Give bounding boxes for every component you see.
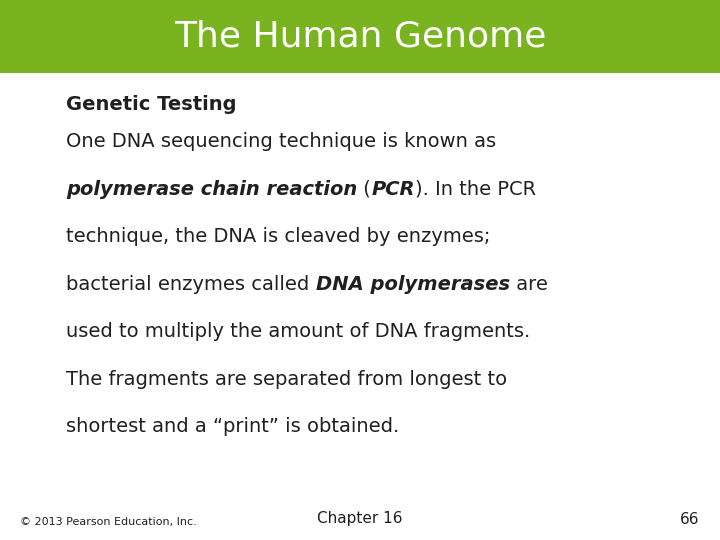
Text: polymerase chain reaction: polymerase chain reaction (66, 180, 358, 199)
Text: ). In the PCR: ). In the PCR (415, 180, 536, 199)
Text: DNA polymerases: DNA polymerases (316, 275, 510, 294)
Text: The fragments are separated from longest to: The fragments are separated from longest… (66, 370, 508, 389)
Text: 66: 66 (680, 511, 700, 526)
FancyBboxPatch shape (0, 0, 720, 73)
Text: PCR: PCR (372, 180, 415, 199)
Text: Chapter 16: Chapter 16 (318, 511, 402, 526)
Text: One DNA sequencing technique is known as: One DNA sequencing technique is known as (66, 132, 496, 151)
Text: Genetic Testing: Genetic Testing (66, 94, 237, 113)
Text: technique, the DNA is cleaved by enzymes;: technique, the DNA is cleaved by enzymes… (66, 227, 490, 246)
Text: used to multiply the amount of DNA fragments.: used to multiply the amount of DNA fragm… (66, 322, 531, 341)
Text: bacterial enzymes called: bacterial enzymes called (66, 275, 316, 294)
Text: are: are (510, 275, 548, 294)
Text: shortest and a “print” is obtained.: shortest and a “print” is obtained. (66, 417, 400, 436)
Text: (: ( (358, 180, 372, 199)
Text: © 2013 Pearson Education, Inc.: © 2013 Pearson Education, Inc. (20, 516, 197, 526)
Text: The Human Genome: The Human Genome (174, 19, 546, 53)
